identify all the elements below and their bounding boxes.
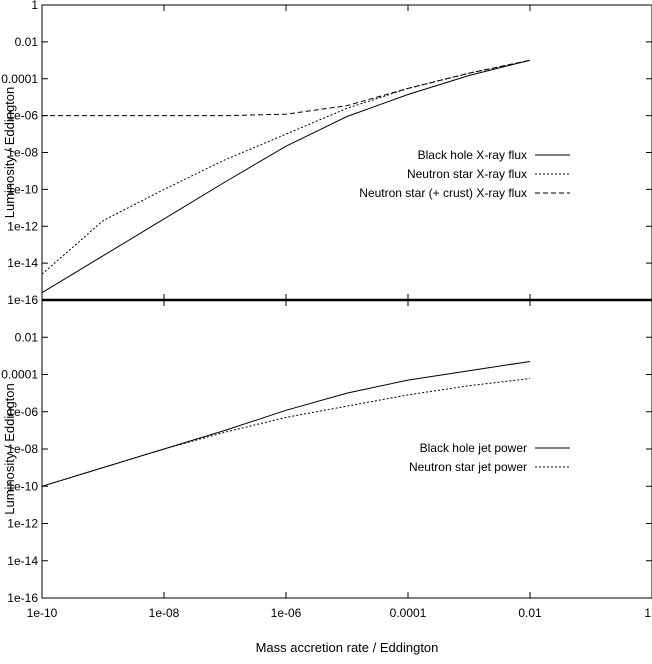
y-tick-label: 1e-08 (7, 146, 38, 160)
x-tick-label: 1e-10 (27, 606, 58, 620)
legend-entry-label: Black hole jet power (420, 441, 527, 455)
y-tick-label: 1e-12 (7, 219, 38, 233)
y-tick-label: 1e-06 (7, 109, 38, 123)
x-tick-label: 0.01 (518, 606, 542, 620)
y-tick-label: 0.0001 (1, 368, 38, 382)
x-axis-label: Mass accretion rate / Eddington (256, 640, 439, 655)
y-tick-label: 0.01 (15, 330, 39, 344)
x-tick-label: 1e-08 (149, 606, 180, 620)
panel-frame-1 (41, 4, 652, 301)
y-tick-label: 1e-10 (7, 479, 38, 493)
x-tick-label: 0.0001 (390, 606, 427, 620)
y-tick-label: 1e-06 (7, 405, 38, 419)
series-line (42, 59, 531, 117)
y-tick-label: 1e-12 (7, 517, 38, 531)
y-tick-label: 1e-16 (7, 591, 38, 605)
x-tick-label: 1e-06 (271, 606, 302, 620)
x-tick-label: 1 (644, 606, 651, 620)
y-tick-label: 1 (31, 0, 38, 12)
y-axis-label: Luminosity / Eddington (2, 383, 17, 515)
y-tick-label: 1e-08 (7, 442, 38, 456)
series-line (41, 59, 531, 294)
legend-entry-label: Neutron star jet power (409, 460, 527, 474)
legend-entry-label: Neutron star (+ crust) X-ray flux (359, 186, 527, 200)
y-tick-label: 1e-14 (7, 554, 38, 568)
y-tick-label: 1e-10 (7, 182, 38, 196)
legend-entry-label: Neutron star X-ray flux (407, 167, 527, 181)
y-axis-label: Luminosity / Eddington (2, 87, 17, 219)
legend-entry-label: Black hole X-ray flux (418, 148, 527, 162)
y-tick-label: 1e-16 (7, 293, 38, 307)
y-tick-label: 1e-14 (7, 256, 38, 270)
y-tick-label: 0.0001 (1, 72, 38, 86)
series-line (41, 378, 531, 487)
panel-frame-2 (41, 299, 652, 599)
y-tick-label: 0.01 (15, 35, 39, 49)
